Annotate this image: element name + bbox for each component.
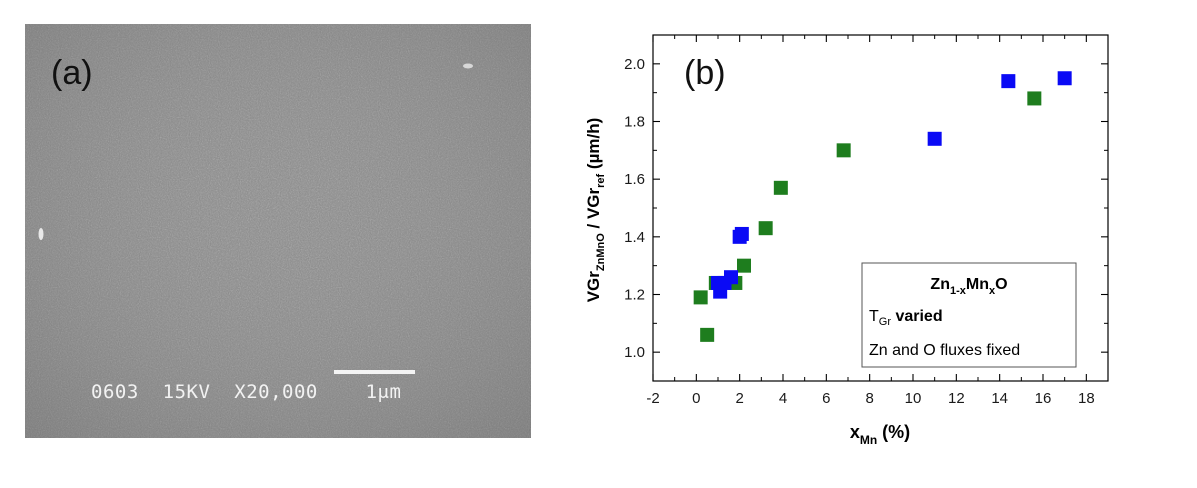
legend-line-2-bold: varied — [891, 308, 943, 325]
x-tick-label: 14 — [991, 390, 1008, 407]
legend-line-3: Zn and O fluxes fixed — [869, 342, 1020, 359]
panel-label-a: (a) — [51, 54, 93, 92]
y-tick-label: 1.4 — [624, 229, 645, 246]
data-point-series-2 — [927, 131, 942, 146]
data-point-series-2 — [1001, 74, 1016, 89]
y-tick-label: 1.2 — [624, 287, 645, 304]
y-tick-label: 2.0 — [624, 56, 645, 73]
legend-formula-part: O — [995, 276, 1007, 293]
data-point-series-2 — [1057, 71, 1072, 86]
y-tick-labels: 1.0 1.2 1.4 1.6 1.8 2.0 — [624, 56, 645, 361]
data-point-series-2 — [734, 226, 749, 241]
y-axis-title: VGrZnMnO / VGrref (µm/h) — [584, 118, 607, 303]
x-tick-label: -2 — [646, 390, 659, 407]
particle-speck — [463, 63, 473, 69]
x-tick-label: 6 — [822, 390, 830, 407]
panel-label-b: (b) — [684, 54, 726, 92]
data-point-series-1 — [737, 258, 751, 273]
x-tick-label: 2 — [735, 390, 743, 407]
data-point-series-1 — [773, 180, 788, 195]
x-tick-label: 0 — [692, 390, 700, 407]
y-axis-title-part: (µm/h) — [584, 118, 603, 174]
legend-formula: Zn1-xMnxO — [930, 276, 1007, 297]
sem-info-bar: 0603 15KV X20,000 1μm — [91, 381, 402, 403]
legend-formula-part: Mn — [966, 276, 989, 293]
legend: Zn1-xMnxO TGr varied Zn and O fluxes fix… — [861, 262, 1077, 368]
data-point-series-1 — [758, 221, 773, 236]
y-axis-title-part: / VGr — [584, 187, 603, 233]
y-tick-label: 1.0 — [624, 344, 645, 361]
data-point-series-1 — [1027, 91, 1042, 106]
x-axis-title-part: x — [850, 422, 860, 442]
scale-bar — [334, 370, 415, 374]
data-point-series-2 — [724, 270, 738, 285]
legend-line-2-part: T — [869, 308, 879, 325]
x-tick-label: 8 — [865, 390, 873, 407]
x-axis-title: xMn (%) — [850, 422, 910, 447]
legend-box — [861, 262, 1077, 368]
x-axis-title-part: (%) — [877, 422, 910, 442]
y-axis-title-sub: ref — [595, 173, 607, 187]
data-point-series-1 — [693, 290, 708, 305]
legend-formula-sub: x — [989, 285, 996, 297]
growth-rate-chart: (b) -2 0 2 4 6 8 10 12 14 16 18 1.0 1.2 1.4 1.6 1.8 2.0… — [584, 34, 1109, 447]
x-tick-label: 10 — [905, 390, 922, 407]
x-tick-label: 18 — [1078, 390, 1095, 407]
x-tick-label: 16 — [1035, 390, 1052, 407]
x-tick-label: 12 — [948, 390, 965, 407]
particle-speck — [38, 228, 44, 240]
legend-line-2-sub: Gr — [879, 316, 892, 328]
axis-ticks — [652, 34, 1108, 382]
data-points — [693, 71, 1072, 342]
data-point-series-1 — [836, 143, 851, 158]
legend-formula-sub: 1-x — [950, 285, 967, 297]
y-axis-title-sub: ZnMnO — [595, 233, 607, 271]
y-tick-label: 1.6 — [624, 171, 645, 188]
x-tick-label: 4 — [779, 390, 787, 407]
legend-formula-part: Zn — [930, 276, 950, 293]
y-axis-title-part: VGr — [584, 271, 603, 303]
x-tick-labels: -2 0 2 4 6 8 10 12 14 16 18 — [646, 390, 1094, 407]
sem-image: (a) 0603 15KV X20,000 1μm — [25, 24, 531, 438]
x-axis-title-sub: Mn — [860, 433, 877, 447]
data-point-series-1 — [700, 327, 715, 342]
sem-texture — [25, 24, 531, 438]
y-tick-label: 1.8 — [624, 114, 645, 131]
legend-line-2: TGr varied — [869, 308, 943, 328]
